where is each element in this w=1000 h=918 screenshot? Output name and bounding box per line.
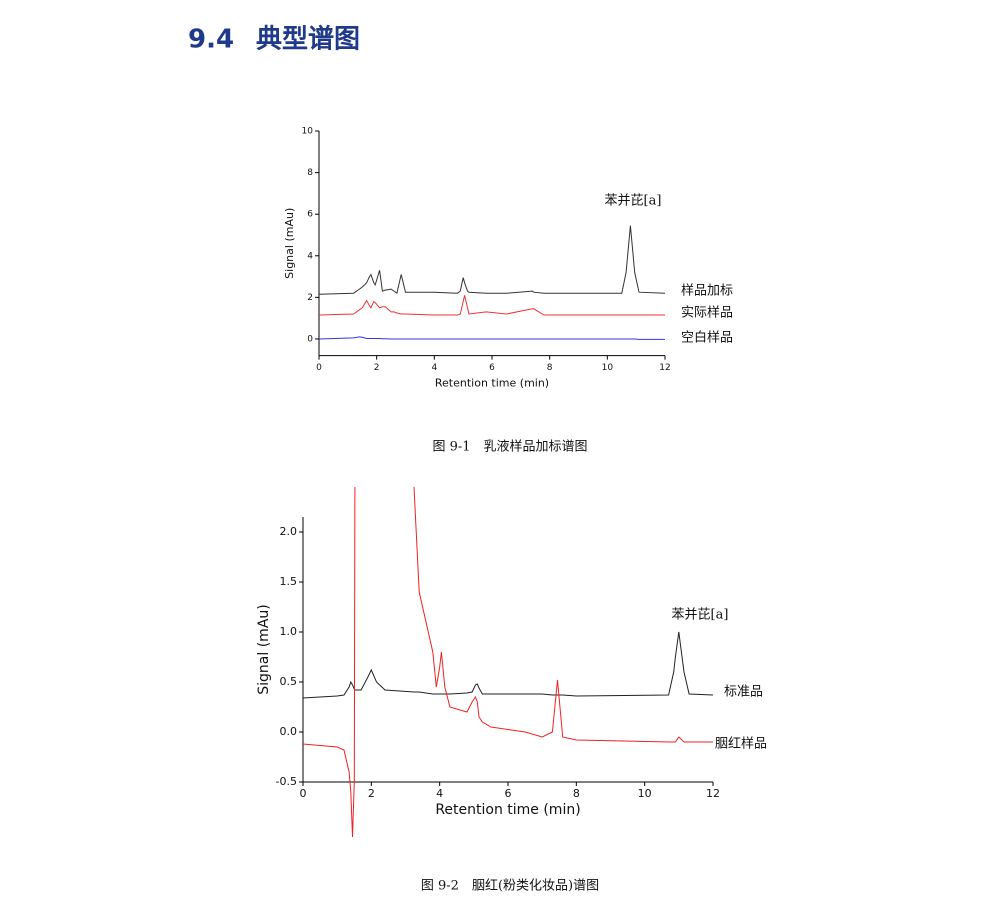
series-label: 样品加标 — [681, 284, 733, 299]
x-tick-label: 12 — [659, 363, 670, 373]
annotation: 苯并芘[a] — [672, 607, 729, 623]
y-tick-label: 4 — [307, 251, 313, 261]
y-tick-label: 2.0 — [280, 525, 298, 538]
y-axis-label: Signal (mAu) — [283, 208, 296, 279]
series-line — [318, 225, 666, 295]
series-line — [318, 295, 665, 316]
x-tick-label: 4 — [431, 363, 437, 373]
figure-caption: 图 9-2 胭红(粉类化妆品)谱图 — [421, 878, 599, 894]
x-tick-label: 6 — [489, 363, 495, 373]
x-tick-label: 6 — [505, 787, 512, 800]
heading-title: 典型谱图 — [256, 24, 360, 55]
series-label: 空白样品 — [681, 330, 733, 346]
x-tick-label: 8 — [547, 363, 553, 373]
x-tick-label: 2 — [368, 787, 375, 800]
x-tick-label: 12 — [706, 787, 720, 800]
heading-number: 9.4 — [188, 25, 234, 55]
x-axis-label: Retention time (min) — [435, 377, 549, 390]
figure-caption: 图 9-1 乳液样品加标谱图 — [432, 440, 587, 455]
series-label: 胭红样品 — [715, 736, 767, 752]
y-tick-label: -0.5 — [276, 775, 297, 788]
y-tick-label: 1.0 — [280, 625, 298, 638]
y-tick-label: 0 — [307, 334, 313, 344]
series-line — [318, 336, 665, 340]
y-tick-label: 8 — [307, 168, 313, 178]
series-label: 标准品 — [724, 685, 763, 700]
y-tick-label: 10 — [302, 127, 314, 137]
x-tick-label: 0 — [300, 787, 307, 800]
y-axis-label: Signal (mAu) — [256, 604, 272, 694]
x-tick-label: 10 — [638, 787, 652, 800]
x-tick-label: 10 — [602, 363, 614, 373]
series-line — [302, 631, 714, 699]
x-tick-label: 8 — [573, 787, 580, 800]
x-tick-label: 0 — [316, 363, 322, 373]
y-tick-label: 0.0 — [280, 725, 298, 738]
y-tick-label: 6 — [307, 210, 313, 220]
x-axis-label: Retention time (min) — [435, 802, 580, 818]
x-tick-label: 4 — [436, 787, 443, 800]
annotation: 苯并芘[a] — [605, 193, 662, 209]
y-tick-label: 1.5 — [280, 575, 298, 588]
y-tick-label: 0.5 — [280, 675, 298, 688]
series-label: 实际样品 — [681, 306, 733, 321]
x-tick-label: 2 — [374, 363, 380, 373]
y-tick-label: 2 — [307, 293, 313, 303]
series-line — [302, 486, 713, 838]
